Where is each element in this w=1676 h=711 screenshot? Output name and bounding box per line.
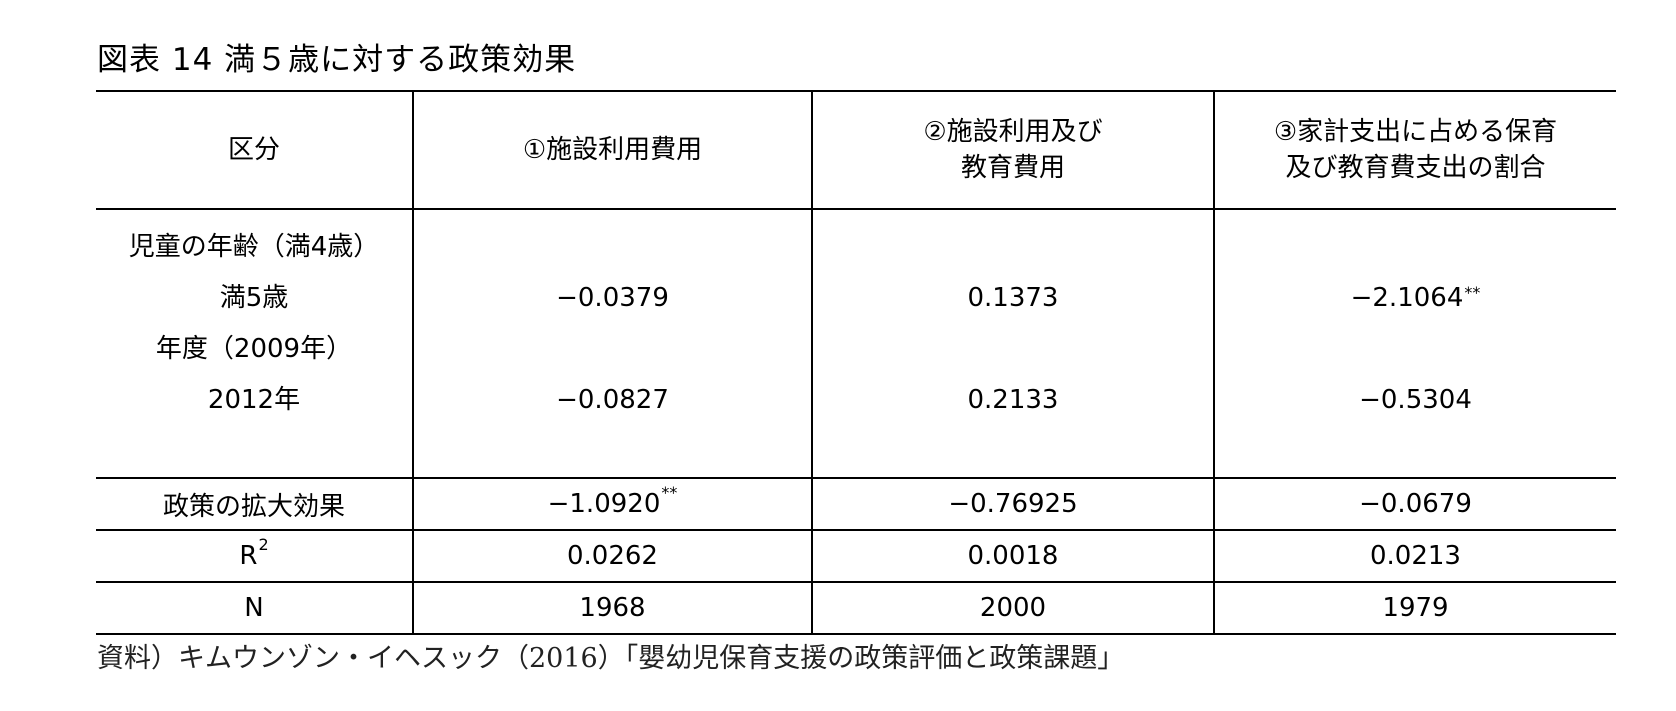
label-age-base: 児童の年齢（満4歳）	[128, 232, 380, 262]
significance-marker: **	[1464, 283, 1481, 302]
col3-age5-cell: −2.1064**	[1351, 273, 1481, 375]
header-col3-line1: ③家計支出に占める保育	[1273, 117, 1558, 147]
label-age5: 満5歳	[219, 283, 289, 313]
table-row: N 1968 2000 1979	[96, 582, 1616, 635]
header-col3-line2: 及び教育費支出の割合	[1285, 153, 1546, 183]
policy-col3-value: −0.0679	[1214, 478, 1616, 531]
source-note: 資料）キムウンゾン・イヘスック（2016）「嬰幼児保育支援の政策評価と政策課題」	[97, 643, 1125, 674]
policy-col1: −1.0920**	[413, 478, 813, 531]
label-year-base: 年度（2009年）	[155, 334, 353, 364]
header-household-share: ③家計支出に占める保育 及び教育費支出の割合	[1214, 90, 1616, 210]
header-col2-line1: ②施設利用及び	[923, 117, 1103, 147]
policy-col2-value: −0.76925	[812, 478, 1215, 531]
header-facility-cost: ①施設利用費用	[413, 90, 813, 210]
col3-2012-value: −0.5304	[1359, 385, 1472, 415]
r2-col3-value: 0.0213	[1214, 530, 1616, 583]
n-col1-value: 1968	[413, 582, 813, 635]
page-title: 図表 14 満５歳に対する政策効果	[97, 42, 577, 78]
table-row: 児童の年齢（満4歳） 満5歳 年度（2009年） 2012年 −0.0379 −…	[96, 209, 1616, 479]
r2-col2-value: 0.0018	[812, 530, 1215, 583]
col1-2012-value: −0.0827	[556, 385, 669, 415]
col2-coefficients: 0.1373 0.2133	[812, 209, 1215, 479]
n-label: N	[96, 582, 414, 635]
col1-age5-value: −0.0379	[556, 283, 669, 313]
label-year-2012: 2012年	[207, 385, 301, 415]
n-col2-value: 2000	[812, 582, 1215, 635]
col3-coefficients: −2.1064** −0.5304	[1214, 209, 1616, 479]
header-facility-education-cost: ②施設利用及び 教育費用	[812, 90, 1215, 210]
policy-effect-table: 区分 ①施設利用費用 ②施設利用及び 教育費用 ③家計支出に占める保育 及び教育…	[96, 90, 1616, 635]
header-category: 区分	[96, 90, 414, 210]
significance-marker: **	[661, 483, 678, 502]
col2-2012-value: 0.2133	[967, 385, 1059, 415]
r2-col1-value: 0.0262	[413, 530, 813, 583]
col2-age5-value: 0.1373	[967, 283, 1059, 313]
n-col3-value: 1979	[1214, 582, 1616, 635]
table-row: 政策の拡大効果 −1.0920** −0.76925 −0.0679	[96, 478, 1616, 531]
col1-coefficients: −0.0379 −0.0827	[413, 209, 813, 479]
policy-col1-value: −1.0920	[547, 489, 661, 519]
r2-label-text: R	[239, 541, 258, 571]
r2-label: R2	[96, 530, 414, 583]
r2-superscript: 2	[258, 535, 269, 554]
col3-age5-value: −2.1064	[1350, 283, 1464, 313]
table-header-row: 区分 ①施設利用費用 ②施設利用及び 教育費用 ③家計支出に占める保育 及び教育…	[96, 90, 1616, 210]
policy-effect-label: 政策の拡大効果	[96, 478, 414, 531]
table-row: R2 0.0262 0.0018 0.0213	[96, 530, 1616, 583]
header-col2-line2: 教育費用	[960, 153, 1065, 183]
variable-labels: 児童の年齢（満4歳） 満5歳 年度（2009年） 2012年	[96, 209, 414, 479]
